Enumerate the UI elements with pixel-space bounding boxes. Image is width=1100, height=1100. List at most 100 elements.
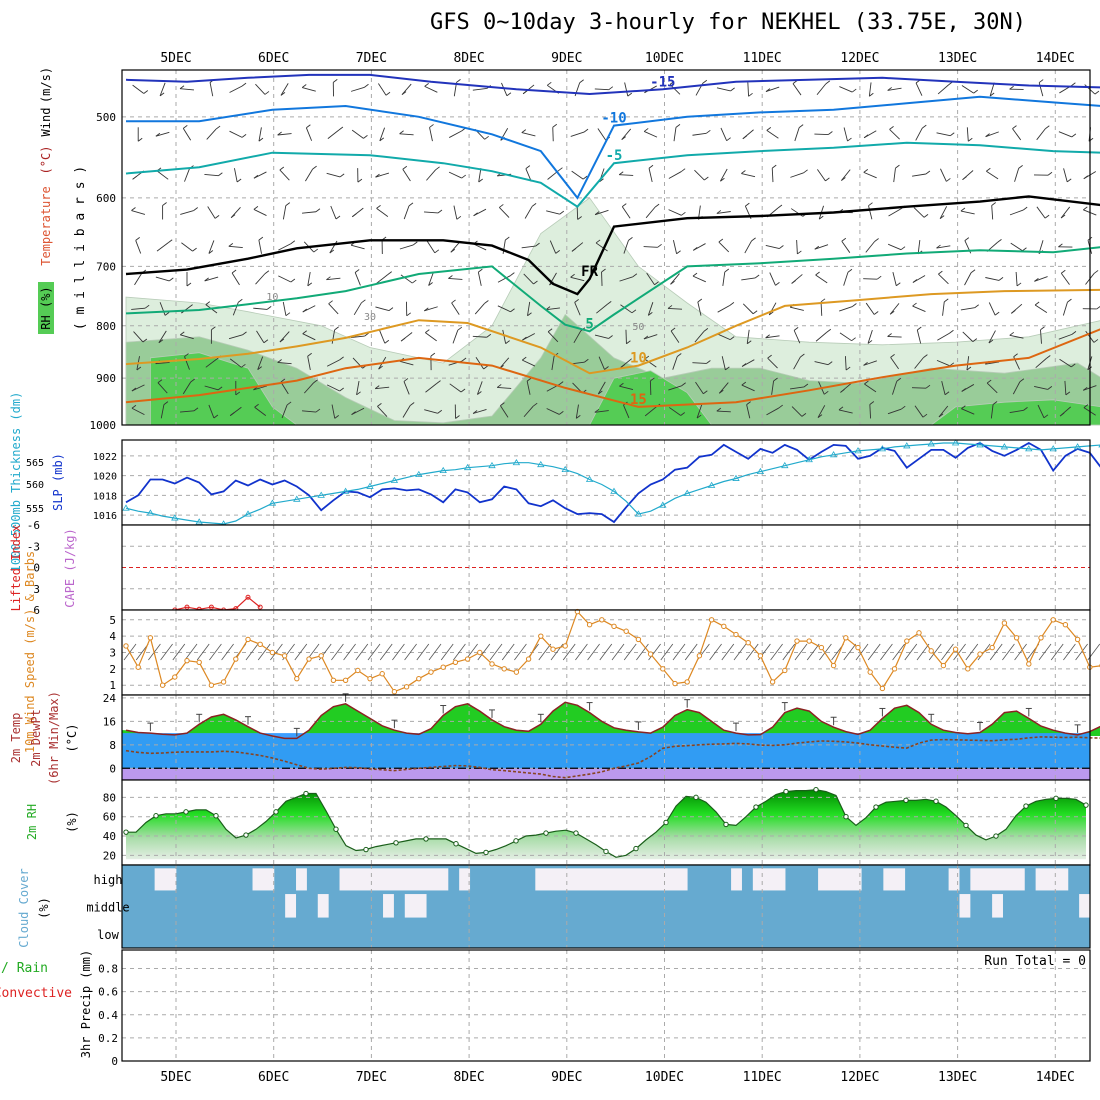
wind-barb-flag — [800, 353, 805, 358]
wind-barb-flag — [136, 366, 142, 371]
rh-point — [273, 809, 279, 815]
wind-barb-flag — [263, 339, 269, 344]
rh-point — [843, 814, 849, 820]
wind-barb — [474, 303, 485, 315]
slp-panel-background — [122, 440, 1090, 525]
rh-point — [573, 830, 579, 836]
wind-barb — [768, 302, 777, 316]
wind-barb-flag — [137, 137, 143, 142]
wind-speed-point — [294, 675, 300, 682]
wind-barb-flag — [825, 177, 830, 182]
wind-barb — [765, 335, 780, 339]
wind-barb — [619, 174, 634, 176]
wind-barb — [523, 273, 534, 285]
wind-barb-flag — [208, 250, 214, 254]
wind-barb — [989, 82, 995, 97]
wind-barb — [646, 272, 655, 286]
wind-barb — [716, 410, 731, 413]
wind-barb-flag — [584, 358, 589, 363]
wind-barb-flag — [1045, 125, 1050, 130]
lifted-index-axis-label: Lifted Index — [9, 525, 23, 612]
wind-barb — [670, 273, 680, 285]
wind-barb-flag — [131, 387, 137, 392]
wind-barb-flag — [241, 133, 247, 138]
slp-tick-label: 1020 — [93, 472, 117, 483]
cloud-clear-sky — [731, 868, 742, 891]
wind-barb — [716, 211, 731, 214]
wind-speed-point — [330, 677, 337, 683]
wind-barb — [571, 170, 584, 180]
wind-barb — [1060, 206, 1071, 219]
wind-barb — [326, 277, 341, 281]
wind-barb-flag — [797, 250, 802, 255]
cloud-clear-sky — [818, 868, 862, 891]
wind-barb-flag — [411, 279, 417, 284]
wind-barb — [594, 334, 609, 339]
wind-barb-flag — [654, 203, 660, 208]
wind-barb — [838, 409, 853, 414]
wind-barb-flag — [601, 268, 606, 273]
wind-barb-flag — [510, 308, 515, 313]
wind-barb-flag — [167, 239, 173, 244]
wind-barb — [597, 128, 607, 141]
surface-wind-barb — [489, 643, 503, 661]
wind-speed-point — [452, 659, 459, 666]
slp-tick-label: 1018 — [93, 491, 117, 502]
run-total-label: Run Total = 0 — [984, 954, 1086, 969]
wind-barb-flag — [241, 363, 246, 368]
wind-barb-flag — [972, 338, 978, 342]
rh-point — [603, 848, 609, 855]
wind-barb-flag — [579, 79, 584, 84]
wind-barb-flag — [681, 211, 686, 216]
wind-barb — [253, 209, 267, 216]
surface-wind-barb — [623, 643, 637, 661]
wind-barb-flag — [693, 246, 698, 251]
wind-barb-flag — [720, 177, 725, 182]
date-tick-top: 14DEC — [1036, 51, 1075, 66]
rh-point — [453, 841, 459, 847]
wind-speed-point — [672, 680, 678, 687]
wind-barb — [253, 385, 268, 391]
wind-barb-flag — [752, 310, 758, 315]
rh-point — [303, 790, 309, 797]
wind-barb — [229, 130, 243, 138]
wind-barb — [912, 305, 926, 312]
wind-barb — [326, 172, 341, 178]
series-line-dewpoint — [125, 736, 1100, 779]
wind-barb — [986, 170, 999, 180]
wind-barb-flag — [864, 380, 869, 385]
wind-barb-flag — [851, 337, 856, 342]
precip-tick-label: 0.8 — [98, 963, 118, 976]
surface-wind-barb — [867, 643, 881, 661]
wind-speed-point — [916, 630, 922, 636]
wind-speed-point — [538, 633, 544, 639]
thickness-point — [903, 442, 911, 449]
wind-barb — [694, 169, 705, 181]
wind-barb-flag — [845, 366, 851, 371]
wind-barb — [595, 242, 608, 252]
wind-barb — [375, 386, 390, 390]
surface-wind-barb — [184, 643, 198, 661]
wind-barb — [354, 272, 361, 286]
wind-speed-tick-label: 3 — [109, 647, 116, 660]
wind-barb — [426, 169, 436, 181]
surface-wind-barb — [221, 643, 234, 661]
wind-barb-flag — [1047, 171, 1053, 176]
wind-barb — [820, 301, 823, 316]
wind-barb — [645, 206, 656, 219]
isotherm-label: 15 — [630, 392, 647, 408]
lifted-index-tick-label: -3 — [27, 540, 40, 553]
wind-barb-flag — [716, 407, 722, 412]
wind-barb — [1059, 358, 1072, 368]
wind-barb-flag — [1022, 247, 1027, 252]
wind-barb-flag — [334, 326, 339, 331]
wind-barb — [988, 302, 996, 316]
cloud-level-label: high — [94, 873, 123, 887]
wind-barb — [402, 405, 411, 418]
precip-convective-label: Convective — [0, 986, 72, 1001]
wind-speed-point — [904, 638, 910, 644]
surface-wind-barb — [648, 643, 661, 661]
wind-barb-flag — [702, 79, 708, 84]
wind-barb-flag — [606, 301, 612, 305]
wind-barb-flag — [241, 82, 247, 87]
